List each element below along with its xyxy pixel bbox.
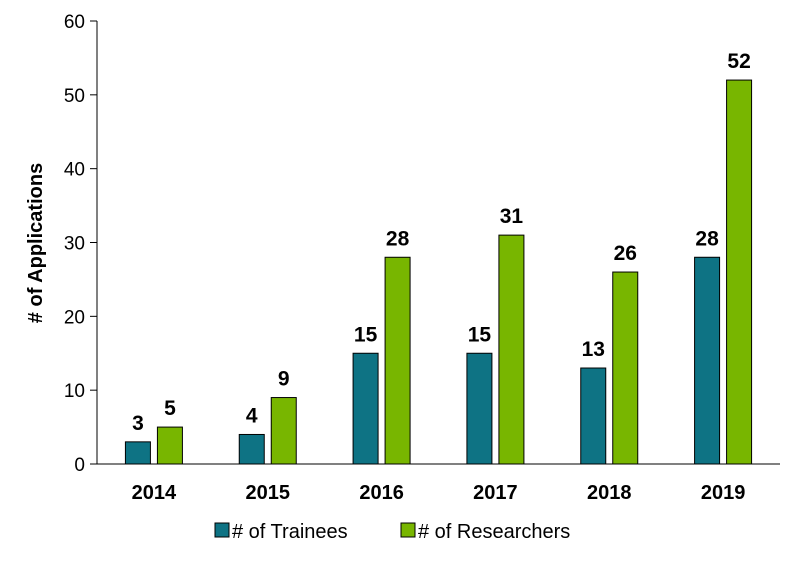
data-label-researchers-2019: 52	[727, 50, 750, 73]
data-label-trainees-2018: 13	[582, 338, 605, 361]
bar-trainees-2019	[694, 256, 721, 465]
x-tick-label: 2015	[246, 482, 291, 504]
x-tick-label: 2016	[359, 482, 404, 504]
x-axis-labels: 2014 2015 2016 2017 2018 2019	[132, 482, 746, 504]
data-labels: 35 49 15 28 15 31 13 26 28 52	[132, 50, 751, 435]
data-label-researchers-2015: 9	[278, 368, 290, 391]
legend-swatch-trainees	[214, 522, 230, 538]
y-tick-label: 30	[64, 234, 85, 255]
x-tick-label: 2017	[473, 482, 518, 504]
bar-researchers-2017	[498, 234, 525, 465]
y-tick-label: 10	[64, 381, 85, 402]
y-tick-label: 0	[74, 455, 85, 476]
axes	[96, 21, 780, 465]
bar-researchers-2018	[612, 271, 639, 465]
data-label-researchers-2014: 5	[164, 397, 176, 420]
y-tick-label: 20	[64, 307, 85, 328]
x-tick-label: 2018	[587, 482, 632, 504]
data-label-researchers-2016: 28	[386, 227, 410, 250]
y-axis-ticks: 0 10 20 30 40 50 60	[64, 12, 97, 476]
data-label-researchers-2017: 31	[500, 205, 524, 228]
y-tick-label: 50	[64, 86, 85, 107]
data-label-trainees-2016: 15	[354, 323, 378, 346]
data-label-trainees-2014: 3	[132, 412, 144, 435]
legend-label-trainees: # of Trainees	[232, 521, 348, 543]
legend-label-researchers: # of Researchers	[418, 521, 570, 543]
bar-researchers-2016	[384, 256, 411, 465]
data-label-researchers-2018: 26	[614, 242, 637, 265]
bars	[124, 79, 753, 465]
bar-trainees-2018	[580, 367, 607, 465]
y-tick-label: 40	[64, 160, 85, 181]
bar-trainees-2014	[124, 441, 151, 465]
bar-trainees-2015	[238, 433, 265, 465]
bar-researchers-2015	[270, 397, 297, 465]
bar-researchers-2014	[156, 426, 183, 465]
x-tick-label: 2014	[132, 482, 177, 504]
data-label-trainees-2019: 28	[695, 227, 719, 250]
bar-trainees-2017	[466, 352, 493, 465]
y-tick-label: 60	[64, 12, 85, 33]
bar-trainees-2016	[352, 352, 379, 465]
legend: # of Trainees # of Researchers	[214, 521, 570, 543]
y-axis-title: # of Applications	[25, 163, 47, 323]
data-label-trainees-2015: 4	[246, 404, 258, 427]
bar-researchers-2019	[726, 79, 753, 465]
y-axis-title-group: # of Applications	[25, 163, 47, 323]
x-tick-label: 2019	[701, 482, 746, 504]
data-label-trainees-2017: 15	[468, 323, 492, 346]
legend-swatch-researchers	[400, 522, 416, 538]
